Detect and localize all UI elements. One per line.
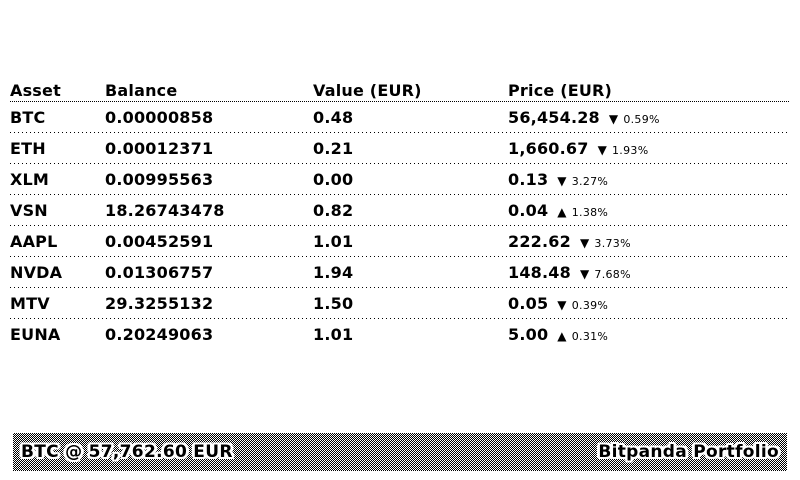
price-value: 222.62 <box>508 231 571 251</box>
table-row: MTV 29.3255132 1.50 0.05 ▼ 0.39% <box>10 288 790 318</box>
change-percent: 1.93% <box>612 143 649 157</box>
row-divider <box>10 256 790 257</box>
balance-cell: 0.00452591 <box>105 231 214 251</box>
balance-cell: 0.01306757 <box>105 262 214 282</box>
price-value: 148.48 <box>508 262 571 282</box>
app-title: Bitpanda Portfolio <box>598 442 779 462</box>
price-value: 0.13 <box>508 169 549 189</box>
change-percent: 0.31% <box>571 329 609 343</box>
value-cell: 1.01 <box>313 231 354 251</box>
row-divider <box>10 163 790 164</box>
table-header-row: Asset Balance Value (EUR) Price (EUR) <box>10 80 790 100</box>
price-cell: 222.62 ▼ 3.73% <box>508 232 790 251</box>
value-cell: 1.01 <box>313 324 354 344</box>
price-value: 1,660.67 <box>508 138 589 158</box>
asset-cell: EUNA <box>10 324 61 344</box>
row-divider <box>10 287 790 288</box>
column-header-price: Price (EUR) <box>508 81 613 100</box>
price-cell: 0.13 ▼ 3.27% <box>508 170 790 189</box>
change-percent: 0.39% <box>571 298 609 312</box>
status-bar: BTC @ 57,762.60 EUR Bitpanda Portfolio <box>13 433 787 471</box>
btc-ticker: BTC @ 57,762.60 EUR <box>21 442 233 462</box>
value-cell: 0.00 <box>313 169 354 189</box>
price-cell: 5.00 ▲ 0.31% <box>508 325 790 344</box>
balance-cell: 0.00000858 <box>105 107 214 127</box>
change-arrow-icon: ▼ <box>557 173 567 188</box>
change-arrow-icon: ▼ <box>597 142 607 157</box>
header-divider <box>10 101 790 102</box>
change-arrow-icon: ▲ <box>557 328 567 343</box>
table-row: NVDA 0.01306757 1.94 148.48 ▼ 7.68% <box>10 257 790 287</box>
change-arrow-icon: ▲ <box>557 204 567 219</box>
change-arrow-icon: ▼ <box>579 266 590 281</box>
price-cell: 1,660.67 ▼ 1.93% <box>508 139 790 158</box>
table-row: VSN 18.26743478 0.82 0.04 ▲ 1.38% <box>10 195 790 225</box>
balance-cell: 0.00995563 <box>105 169 214 189</box>
table-row: AAPL 0.00452591 1.01 222.62 ▼ 3.73% <box>10 226 790 256</box>
change-percent: 3.73% <box>594 236 631 250</box>
asset-cell: BTC <box>10 107 46 127</box>
asset-cell: XLM <box>10 169 50 189</box>
change-arrow-icon: ▼ <box>557 297 567 312</box>
asset-cell: VSN <box>10 200 48 220</box>
change-percent: 1.38% <box>571 205 609 219</box>
column-header-balance: Balance <box>105 81 178 100</box>
price-value: 0.04 <box>508 200 549 220</box>
price-cell: 148.48 ▼ 7.68% <box>508 263 790 282</box>
value-cell: 0.21 <box>313 138 354 158</box>
row-divider <box>10 225 790 226</box>
change-arrow-icon: ▼ <box>579 235 590 250</box>
change-percent: 3.27% <box>571 174 609 188</box>
asset-cell: AAPL <box>10 231 58 251</box>
asset-cell: ETH <box>10 138 46 158</box>
price-value: 5.00 <box>508 324 549 344</box>
table-row: ETH 0.00012371 0.21 1,660.67 ▼ 1.93% <box>10 133 790 163</box>
balance-cell: 18.26743478 <box>105 200 225 220</box>
table-row: BTC 0.00000858 0.48 56,454.28 ▼ 0.59% <box>10 102 790 132</box>
value-cell: 0.48 <box>313 107 354 127</box>
row-divider <box>10 194 790 195</box>
price-cell: 0.04 ▲ 1.38% <box>508 201 790 220</box>
table-row: EUNA 0.20249063 1.01 5.00 ▲ 0.31% <box>10 319 790 349</box>
change-percent: 7.68% <box>594 267 631 281</box>
balance-cell: 29.3255132 <box>105 293 214 313</box>
price-cell: 56,454.28 ▼ 0.59% <box>508 108 790 127</box>
row-divider <box>10 318 790 319</box>
value-cell: 1.50 <box>313 293 354 313</box>
column-header-value: Value (EUR) <box>313 81 422 100</box>
balance-cell: 0.20249063 <box>105 324 214 344</box>
value-cell: 0.82 <box>313 200 354 220</box>
change-percent: 0.59% <box>623 112 660 126</box>
price-cell: 0.05 ▼ 0.39% <box>508 294 790 313</box>
asset-cell: MTV <box>10 293 50 313</box>
asset-cell: NVDA <box>10 262 63 282</box>
value-cell: 1.94 <box>313 262 354 282</box>
change-arrow-icon: ▼ <box>608 111 619 126</box>
price-value: 56,454.28 <box>508 107 600 127</box>
balance-cell: 0.00012371 <box>105 138 214 158</box>
portfolio-table: Asset Balance Value (EUR) Price (EUR) BT… <box>10 80 790 349</box>
row-divider <box>10 132 790 133</box>
column-header-asset: Asset <box>10 81 61 100</box>
table-row: XLM 0.00995563 0.00 0.13 ▼ 3.27% <box>10 164 790 194</box>
price-value: 0.05 <box>508 293 549 313</box>
